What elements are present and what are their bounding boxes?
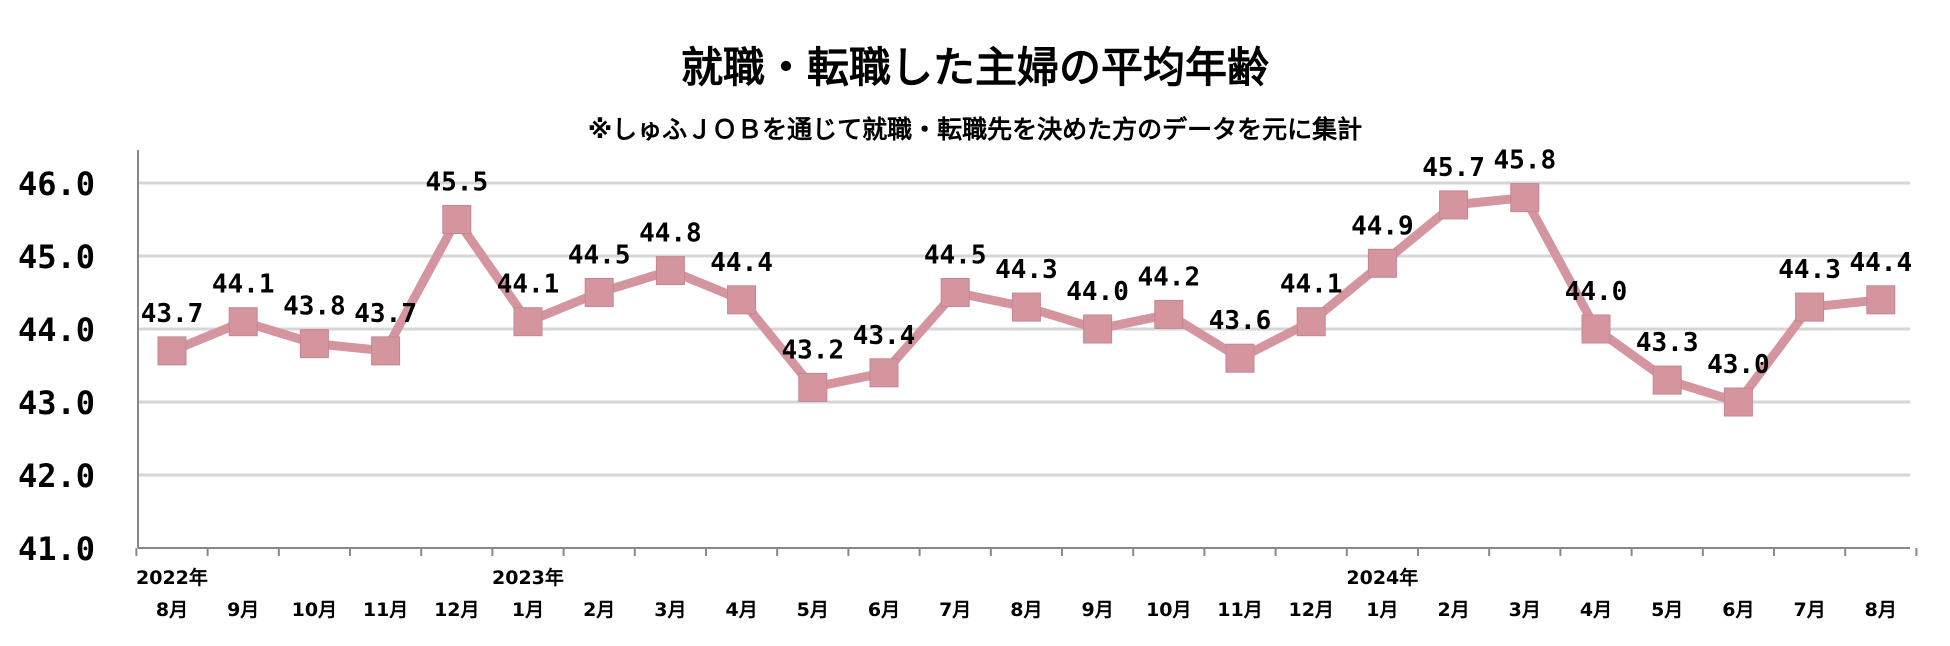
- x-axis-categories: 8月 9月 10月 11月 12月 1月 2月 3月 4月 5月 6月 7月 8月 9月 10月 11月 12月…: [136, 566, 1897, 621]
- data-label: 44.4: [710, 248, 773, 278]
- x-category-label: 8月: [156, 599, 188, 621]
- x-year-label: 2024年: [1346, 566, 1418, 589]
- data-point: [655, 256, 685, 286]
- data-point: [869, 358, 899, 388]
- y-tick-label: 44.0: [18, 311, 95, 349]
- data-label: 44.1: [1280, 270, 1343, 300]
- data-label: 44.1: [212, 270, 275, 300]
- data-point: [1581, 314, 1611, 344]
- x-category-label: 5月: [797, 599, 829, 621]
- x-category-label: 8月: [1865, 599, 1897, 621]
- data-label: 43.2: [781, 335, 844, 365]
- data-label: 44.1: [497, 270, 560, 300]
- data-point: [584, 278, 614, 307]
- data-label: 43.6: [1209, 306, 1272, 336]
- x-category-label: 1月: [1366, 599, 1398, 621]
- chart-subtitle: ※しゅふＪＯＢを通じて就職・転職先を決めた方のデータを元に集計: [588, 115, 1362, 144]
- data-point: [1225, 343, 1255, 373]
- data-label: 44.9: [1351, 211, 1414, 241]
- x-category-label: 9月: [1081, 599, 1113, 621]
- data-label: 43.8: [283, 292, 346, 322]
- y-tick-label: 42.0: [18, 457, 95, 495]
- x-category-label: 3月: [1509, 599, 1541, 621]
- data-point: [371, 336, 401, 366]
- data-point: [1510, 183, 1540, 213]
- series-average-age: [157, 183, 1896, 417]
- x-category-label: 12月: [434, 599, 479, 621]
- x-category-label: 4月: [725, 599, 757, 621]
- y-tick-label: 45.0: [18, 238, 95, 276]
- data-label: 44.2: [1137, 262, 1200, 292]
- data-label: 43.3: [1636, 328, 1699, 358]
- data-labels: 43.7 44.1 43.8 43.7 45.5 44.1 44.5 44.8 44.4 43.2…: [141, 146, 1912, 380]
- x-category-label: 7月: [1793, 599, 1825, 621]
- data-point: [1154, 299, 1184, 329]
- x-category-label: 12月: [1288, 599, 1333, 621]
- data-label: 45.5: [425, 168, 488, 198]
- x-year-label: 2023年: [492, 566, 564, 589]
- data-label: 44.5: [924, 241, 987, 271]
- x-category-label: 11月: [1217, 599, 1262, 621]
- data-point: [228, 307, 258, 337]
- data-label: 44.5: [568, 241, 631, 271]
- x-year-label: 2022年: [136, 566, 208, 589]
- y-tick-label: 43.0: [18, 384, 95, 422]
- data-label: 45.7: [1422, 153, 1485, 183]
- data-point: [1296, 307, 1326, 337]
- data-point: [157, 336, 187, 366]
- y-tick-label: 46.0: [18, 165, 95, 203]
- data-label: 43.0: [1707, 350, 1770, 380]
- data-label: 45.8: [1493, 146, 1556, 176]
- y-axis-ticks: 41.0 42.0 43.0 44.0 45.0 46.0: [18, 165, 95, 568]
- x-category-label: 1月: [512, 599, 544, 621]
- data-point: [1866, 285, 1896, 315]
- x-category-label: 6月: [868, 599, 900, 621]
- chart-title: 就職・転職した主婦の平均年齢: [681, 43, 1269, 92]
- x-category-label: 10月: [1146, 599, 1191, 621]
- x-category-label: 9月: [227, 599, 259, 621]
- data-point: [513, 307, 543, 337]
- data-label: 43.4: [853, 321, 916, 351]
- data-point: [299, 329, 329, 359]
- data-point: [798, 372, 828, 402]
- x-category-label: 3月: [654, 599, 686, 621]
- x-category-label: 11月: [363, 599, 408, 621]
- x-category-label: 2月: [1437, 599, 1469, 621]
- data-label: 44.0: [1066, 277, 1129, 307]
- data-label: 44.0: [1565, 277, 1628, 307]
- x-category-label: 8月: [1010, 599, 1042, 621]
- data-point: [727, 285, 757, 315]
- data-point: [442, 205, 472, 234]
- axes: [135, 150, 1918, 556]
- data-label: 44.8: [639, 219, 702, 249]
- data-point: [1795, 292, 1825, 322]
- x-category-label: 4月: [1580, 599, 1612, 621]
- x-category-label: 7月: [939, 599, 971, 621]
- data-point: [940, 278, 970, 307]
- data-point: [1652, 365, 1682, 395]
- data-label: 43.7: [354, 299, 417, 329]
- x-category-label: 10月: [292, 599, 337, 621]
- data-label: 44.3: [995, 255, 1058, 285]
- data-point: [1439, 190, 1469, 220]
- data-label: 44.4: [1849, 248, 1912, 278]
- data-point: [1723, 387, 1753, 417]
- data-label: 43.7: [141, 299, 204, 329]
- x-category-label: 5月: [1651, 599, 1683, 621]
- data-label: 44.3: [1778, 255, 1841, 285]
- data-point: [1367, 248, 1397, 278]
- x-category-label: 6月: [1722, 599, 1754, 621]
- data-point: [1083, 314, 1113, 344]
- data-point: [1011, 292, 1041, 322]
- y-tick-label: 41.0: [18, 530, 95, 568]
- x-category-label: 2月: [583, 599, 615, 621]
